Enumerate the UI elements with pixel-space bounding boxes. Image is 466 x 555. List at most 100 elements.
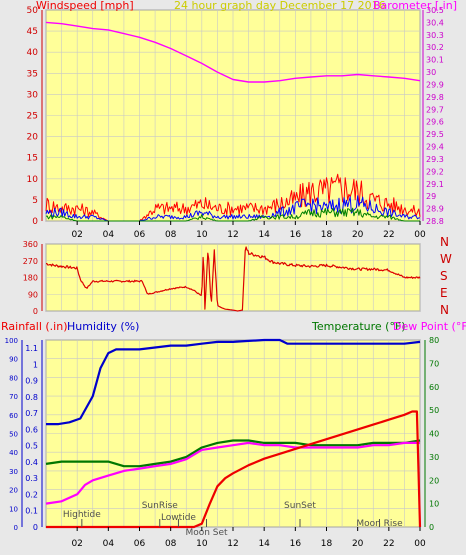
y-tick-label-right: 29.1 [426,180,444,189]
compass-label: S [440,269,448,283]
y-tick-label-temperature: 60 [429,383,439,392]
compass-label: N [440,303,449,317]
y-tick-label-right: 30.3 [426,31,444,40]
y-tick-label-right: 30 [426,68,436,77]
series-line-dew-point [45,441,420,505]
y-tick-label-right: 30.5 [426,6,444,15]
chart-title: 24 hour graph day December 17 2016 [174,0,386,12]
x-tick-label: 20 [352,230,364,240]
x-tick-label: 22 [383,230,394,240]
y-tick-label-temperature: 30 [429,453,439,462]
x-tick-label: 20 [352,539,364,549]
y-tick-label-humidity: 70 [9,393,18,401]
y-tick-label-left: 50 [27,6,39,16]
y-tick-label-humidity: 60 [9,412,18,420]
y-tick-label-left: 45 [27,27,38,37]
x-tick-label: 18 [321,230,333,240]
wind-baro-axes: 0 5 10 15 20 25 30 35 40 45 50 28.8 28.9 29 29.1 29.2 29… [27,6,444,240]
y-tick-label-rain: 0.5 [25,442,38,451]
y-tick-label-humidity: 30 [9,468,18,476]
temp-hum-grid [45,339,421,528]
y-tick-label-left: 40 [27,48,39,58]
y-tick-label-direction: 90 [28,290,38,299]
y-tick-label-left: 15 [27,154,38,164]
y-tick-label-temperature: 40 [429,430,439,439]
y-tick-label-left: 5 [32,196,38,206]
x-tick-label: 00 [414,539,426,549]
x-tick-label: 16 [290,230,302,240]
series-line-rainfall [46,410,422,529]
direction-grid [45,243,421,312]
windspeed-axis-label: Windspeed [mph] [36,0,134,12]
annotation-label: Moon Rise [356,519,403,529]
y-tick-label-right: 29.3 [426,155,444,164]
y-tick-label-right: 30.2 [426,43,444,52]
y-tick-label-left: 0 [32,217,38,227]
y-tick-label-right: 29.2 [426,167,444,176]
y-tick-label-temperature: 20 [429,476,439,485]
y-tick-label-temperature: 10 [429,500,439,509]
annotation-label: SunSet [284,501,316,511]
direction-axes: 0 90 180 270 360 [23,240,43,316]
y-tick-label-rain: 1 [33,360,38,369]
x-tick-label: 04 [103,230,115,240]
y-tick-label-humidity: 50 [9,431,18,439]
dewpoint-axis-label: Dew Point (°F) [393,320,466,333]
series-line-temperature [45,439,421,468]
x-tick-label: 12 [227,539,238,549]
y-tick-label-rain: 1.1 [25,344,38,353]
rainfall-axis-label: Rainfall (.in) [1,320,68,333]
y-tick-label-right: 29.7 [426,105,444,114]
direction-series [46,246,421,312]
x-tick-label: 08 [165,539,177,549]
x-tick-label: 10 [196,539,208,549]
y-tick-label-direction: 0 [33,307,38,316]
x-tick-label: 16 [290,539,302,549]
temperature-axis-label: Temperature (°F) [311,320,406,333]
y-tick-label-rain: 0.4 [25,458,38,467]
y-tick-label-temperature: 80 [429,336,439,345]
y-tick-label-rain: 0.6 [25,425,38,434]
y-tick-label-left: 25 [27,112,38,122]
y-tick-label-temperature: 70 [429,359,439,368]
barometer-axis-label: Barometer [.in] [373,0,457,12]
y-tick-label-humidity: 0 [14,524,18,532]
y-tick-label-temperature: 50 [429,406,439,415]
humidity-axis-label: Humidity (%) [67,320,139,333]
y-tick-label-rain: 0 [33,523,38,532]
annotation-label: Lowtide [161,513,196,523]
annotation-label: SunRise [142,501,179,511]
x-tick-label: 04 [103,539,115,549]
y-tick-label-left: 30 [27,90,39,100]
x-tick-label: 06 [134,230,146,240]
x-tick-label: 18 [321,539,333,549]
y-tick-label-rain: 0.9 [25,377,38,386]
y-tick-label-right: 28.8 [426,217,444,226]
y-tick-label-direction: 270 [23,257,38,266]
direction-line [46,246,421,312]
y-tick-label-direction: 360 [23,240,38,249]
y-tick-label-rain: 0.7 [25,409,38,418]
compass-label: N [440,235,449,249]
x-tick-label: 08 [165,230,177,240]
y-tick-label-rain: 0.2 [25,490,38,499]
wind-baro-grid [45,9,421,222]
annotation-label: Moon Set [185,528,228,538]
y-tick-label-rain: 0.8 [25,393,38,402]
x-tick-label: 12 [227,230,238,240]
temp-hum-axes: 0 0.1 0.2 0.3 0.4 0.5 0.6 0.7 0.8 0.9 1 1.1 0 10 20 30 4… [5,336,440,549]
y-tick-label-humidity: 10 [9,505,18,513]
compass-label: W [440,252,452,266]
barometer-line [45,21,421,83]
y-tick-label-right: 29.5 [426,130,444,139]
x-tick-label: 22 [383,539,394,549]
x-tick-label: 00 [414,230,426,240]
y-tick-label-rain: 0.3 [25,474,38,483]
x-tick-label: 02 [71,539,82,549]
y-tick-label-direction: 180 [23,274,38,283]
y-tick-label-humidity: 20 [9,487,18,495]
y-tick-label-humidity: 100 [5,337,18,345]
